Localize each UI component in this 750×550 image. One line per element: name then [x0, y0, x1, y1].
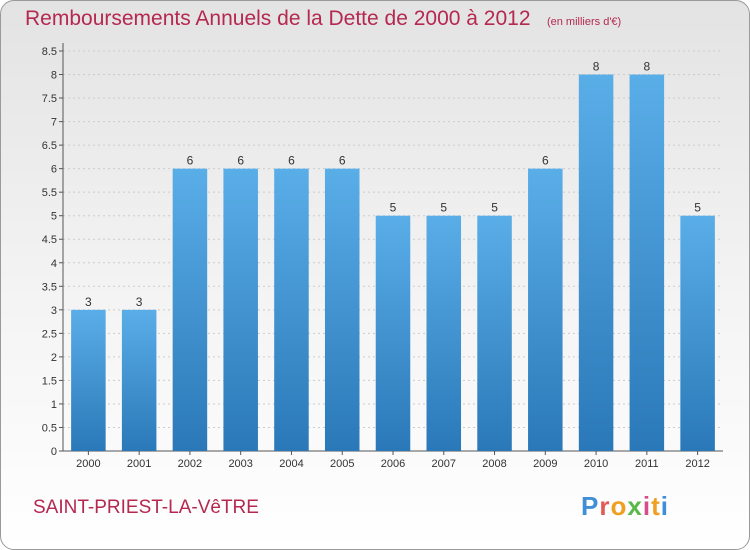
y-tick-label: 6.5	[42, 140, 57, 152]
bar-2001[interactable]	[121, 309, 157, 451]
x-tick-label-2007: 2007	[432, 458, 456, 470]
x-tick-label-2011: 2011	[635, 458, 659, 470]
bar-2000[interactable]	[71, 309, 106, 451]
bar-2010[interactable]	[578, 74, 614, 451]
bar-2006[interactable]	[375, 215, 411, 451]
y-tick-label: 3.5	[42, 281, 57, 293]
x-tick-label-2002: 2002	[178, 458, 202, 470]
bar-2003[interactable]	[223, 168, 258, 451]
data-label-2001: 3	[136, 295, 143, 309]
proxiti-logo[interactable]: Proxiti	[581, 491, 669, 522]
chart-title: Remboursements Annuels de la Dette de 20…	[25, 7, 531, 30]
bars	[71, 74, 715, 451]
data-label-2000: 3	[85, 295, 92, 309]
x-tick-label-2004: 2004	[279, 458, 303, 470]
chart-subtitle: (en milliers d'€)	[546, 16, 622, 28]
logo-letter: x	[627, 491, 643, 521]
logo-letter: i	[660, 491, 669, 521]
y-tick-labels: 0 0.5 1 1.5 2 2.5 3 3.5 4 4.5 5 5.5 6 6.5 7 7.5 8 8.5	[42, 46, 57, 458]
bar-2005[interactable]	[324, 168, 360, 451]
logo-letter: P	[581, 491, 600, 521]
data-label-2011: 8	[644, 60, 651, 74]
data-label-2007: 5	[440, 201, 447, 215]
data-label-2002: 6	[187, 154, 194, 168]
x-tick-label-2005: 2005	[330, 458, 354, 470]
x-tick-label-2009: 2009	[533, 458, 557, 470]
bar-2011[interactable]	[629, 74, 665, 451]
y-tick-label: 4.5	[42, 234, 57, 246]
data-label-2006: 5	[390, 201, 397, 215]
x-tick-label-2003: 2003	[228, 458, 252, 470]
bar-2007[interactable]	[426, 215, 462, 451]
x-tick-labels: 2000 2001 2002 2003 2004 2005 2006 2007 2008 2009…	[76, 458, 710, 470]
y-tick-label: 0.5	[42, 422, 57, 434]
data-label-2012: 5	[694, 201, 701, 215]
x-tick-label-2012: 2012	[685, 458, 709, 470]
y-tick-label: 2.5	[42, 328, 57, 340]
data-label-2009: 6	[542, 154, 549, 168]
bar-2012[interactable]	[680, 215, 715, 451]
bar-2002[interactable]	[172, 168, 208, 451]
commune-name: SAINT-PRIEST-LA-VêTRE	[33, 497, 259, 518]
y-tick-label: 0	[51, 446, 57, 458]
logo-letter: i	[642, 491, 652, 521]
logo-letter: r	[599, 491, 611, 521]
data-label-2003: 6	[237, 154, 244, 168]
logo-letter: t	[651, 491, 661, 521]
data-label-2008: 5	[491, 201, 498, 215]
y-tick-label: 8.5	[42, 46, 57, 58]
bar-2009[interactable]	[528, 168, 563, 451]
y-tick-label: 3	[51, 305, 57, 317]
data-label-2004: 6	[288, 154, 295, 168]
bar-2008[interactable]	[477, 215, 512, 451]
y-tick-label: 6	[51, 164, 57, 176]
x-tick-label-2006: 2006	[381, 458, 405, 470]
bar-2004[interactable]	[274, 168, 309, 451]
logo-letter: o	[610, 491, 628, 521]
y-tick-label: 8	[51, 70, 57, 82]
x-tick-label-2010: 2010	[584, 458, 608, 470]
x-tick-label-2001: 2001	[127, 458, 151, 470]
x-tick-label-2000: 2000	[76, 458, 100, 470]
y-tick-label: 4	[51, 258, 57, 270]
data-label-2010: 8	[593, 60, 600, 74]
x-tick-label-2008: 2008	[482, 458, 506, 470]
y-tick-label: 7	[51, 117, 57, 129]
y-tick-label: 1.5	[42, 375, 57, 387]
data-labels: 3 3 6 6 6 6 5 5 5 6 8 8 5	[85, 60, 701, 309]
y-tick-label: 1	[51, 399, 57, 411]
y-tick-label: 5	[51, 211, 57, 223]
title-row: Remboursements Annuels de la Dette de 20…	[25, 7, 621, 31]
y-tick-label: 7.5	[42, 93, 57, 105]
y-tick-label: 5.5	[42, 187, 57, 199]
y-tick-label: 2	[51, 352, 57, 364]
data-label-2005: 6	[339, 154, 346, 168]
